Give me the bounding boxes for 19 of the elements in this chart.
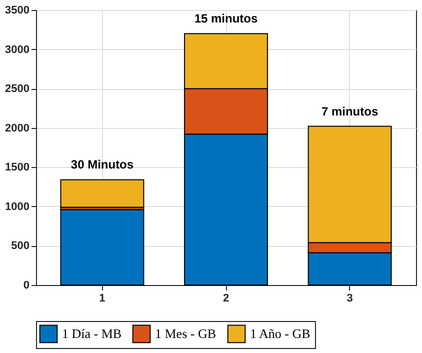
x-tick-label: 3	[346, 292, 353, 304]
legend-label: 1 Mes - GB	[155, 326, 216, 341]
y-tick-label: 500	[11, 240, 30, 252]
x-tick-label: 1	[99, 292, 106, 304]
y-tick-label: 2500	[5, 83, 30, 96]
bar	[60, 179, 144, 208]
legend-label: 1 Año - GB	[250, 326, 311, 341]
bar	[60, 209, 144, 286]
annotation: 15 minutos	[194, 12, 258, 26]
annotation: 30 Minutos	[70, 158, 134, 172]
y-tick-label: 0	[23, 280, 30, 292]
y-tick-label: 1500	[5, 162, 30, 174]
y-tick-label: 3500	[5, 4, 30, 16]
annotation: 7 minutos	[321, 104, 378, 118]
x-tick-label: 2	[222, 292, 230, 304]
legend-label: 1 Día - MB	[62, 326, 122, 341]
y-tick-label: 1000	[5, 200, 30, 213]
y-tick-label: 2000	[5, 122, 30, 134]
y-tick-label: 3000	[5, 44, 30, 56]
